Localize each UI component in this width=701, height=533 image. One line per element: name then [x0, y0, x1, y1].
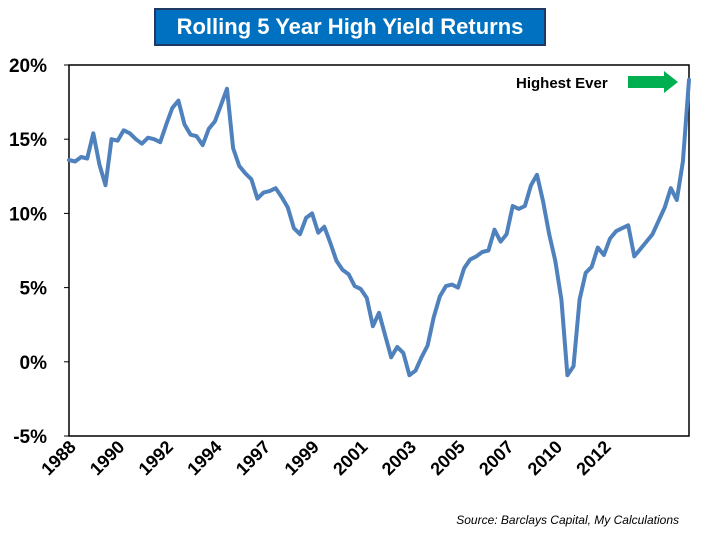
source-note: Source: Barclays Capital, My Calculation…	[456, 513, 679, 527]
x-tick-label: 2005	[426, 437, 468, 479]
x-tick-label: 1997	[232, 437, 274, 479]
annotation-label: Highest Ever	[516, 75, 608, 92]
series-line	[67, 77, 691, 378]
x-tick-label: 2007	[475, 437, 517, 479]
y-tick-label: 20%	[9, 56, 47, 77]
x-tick-label: 1990	[86, 437, 128, 479]
x-tick-label: 2003	[378, 437, 420, 479]
x-tick-label: 2001	[329, 437, 371, 479]
y-axis-ticks: 20% 15% 10% 5% 0% -5%	[9, 56, 69, 448]
x-tick-label: 2010	[524, 437, 566, 479]
y-tick-label: -5%	[13, 427, 47, 448]
x-axis-ticks: 1988 1990 1992 1994 1997 1999 2001 2003 2005 2007…	[37, 437, 614, 479]
x-tick-label: 2012	[572, 437, 614, 479]
green-arrow-icon	[628, 71, 678, 93]
plot-area	[68, 64, 690, 437]
y-tick-label: 0%	[20, 353, 48, 374]
x-tick-label: 1992	[135, 437, 177, 479]
x-tick-label: 1999	[281, 437, 323, 479]
y-tick-label: 10%	[9, 204, 47, 225]
annotation: Highest Ever	[516, 71, 678, 93]
x-tick-label: 1994	[183, 437, 225, 479]
y-tick-label: 15%	[9, 130, 47, 151]
y-tick-label: 5%	[20, 279, 48, 300]
chart-title: Rolling 5 Year High Yield Returns	[154, 8, 546, 46]
